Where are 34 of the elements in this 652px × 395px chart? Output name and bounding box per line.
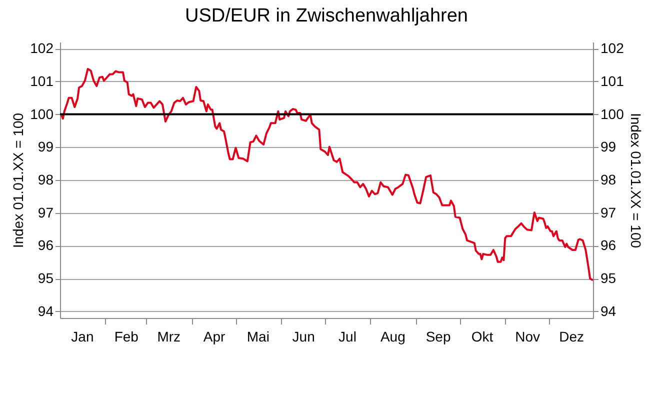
x-tick-label: Aug bbox=[380, 328, 406, 344]
y2-tick-label: 94 bbox=[600, 302, 616, 319]
x-tick-label: Mai bbox=[246, 328, 270, 344]
y2-axis-title: Index 01.01.XX = 100 bbox=[628, 112, 644, 248]
x-tick-label: Okt bbox=[471, 328, 494, 344]
x-tick-label: Jan bbox=[71, 328, 94, 344]
x-tick-label: Jul bbox=[338, 328, 356, 344]
y-tick-label: 99 bbox=[38, 138, 54, 155]
y-tick-label: 96 bbox=[38, 237, 54, 254]
y2-tick-label: 102 bbox=[600, 40, 624, 56]
y-tick-label: 94 bbox=[38, 302, 54, 319]
x-tick-label: Apr bbox=[203, 328, 226, 344]
y-tick-label: 98 bbox=[38, 172, 54, 188]
y-tick-label: 101 bbox=[30, 72, 54, 89]
x-tick-label: Dez bbox=[559, 328, 584, 344]
x-tick-label: Feb bbox=[114, 328, 139, 344]
x-tick-label: Sep bbox=[426, 328, 451, 344]
chart-title: USD/EUR in Zwischenwahljahren bbox=[185, 6, 468, 27]
y2-tick-label: 99 bbox=[600, 138, 616, 155]
line-series bbox=[60, 68, 594, 282]
y2-tick-label: 98 bbox=[600, 172, 616, 188]
y-tick-label: 95 bbox=[38, 270, 54, 286]
y-tick-label: 102 bbox=[30, 40, 54, 56]
y2-tick-label: 97 bbox=[600, 204, 616, 220]
y-tick-label: 97 bbox=[38, 204, 54, 220]
x-tick-label: Jun bbox=[292, 328, 315, 344]
x-tick-label: Mrz bbox=[157, 328, 181, 344]
y2-tick-label: 101 bbox=[600, 72, 624, 89]
y2-tick-label: 96 bbox=[600, 237, 616, 254]
y2-tick-label: 95 bbox=[600, 270, 616, 286]
y-tick-label: 100 bbox=[30, 106, 54, 122]
x-tick-label: Nov bbox=[515, 328, 540, 344]
y-axis-title: Index 01.01.XX = 100 bbox=[10, 112, 26, 248]
y2-tick-label: 100 bbox=[600, 106, 624, 122]
